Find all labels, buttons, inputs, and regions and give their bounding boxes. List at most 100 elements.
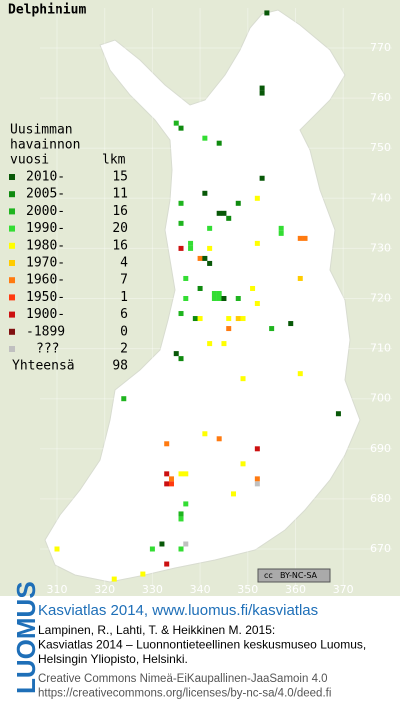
y-tick-label: 760 [370, 91, 391, 104]
record-square [188, 245, 194, 251]
record-square [164, 441, 170, 447]
record-square [254, 195, 260, 201]
legend-heading: Uusimman [10, 123, 73, 138]
record-square [183, 541, 189, 547]
record-square [178, 245, 184, 251]
legend-total-label: Yhteensä [12, 359, 75, 374]
legend-swatch [9, 260, 15, 266]
record-square [197, 255, 203, 261]
legend-label: ??? [36, 342, 59, 357]
record-square [259, 85, 265, 91]
records [54, 10, 341, 582]
legend-total: 98 [112, 359, 128, 374]
record-square [183, 275, 189, 281]
record-square [297, 275, 303, 281]
legend-count: 2 [120, 342, 128, 357]
footer-license: https://creativecommons.org/licenses/by-… [38, 688, 331, 700]
record-square [207, 341, 213, 347]
footer-headline: Kasviatlas 2014, www.luomus.fi/kasviatla… [38, 602, 318, 619]
legend-count: 4 [120, 256, 128, 271]
legend-label: 1950- [26, 290, 65, 305]
record-square [240, 376, 246, 382]
record-square [211, 290, 217, 296]
legend-count: 1 [120, 290, 128, 305]
record-square [226, 215, 232, 221]
y-tick-label: 690 [370, 442, 391, 455]
record-square [226, 316, 232, 322]
record-square [202, 135, 208, 141]
record-square [149, 546, 155, 552]
record-square [54, 546, 60, 552]
record-square [111, 576, 117, 582]
legend-col-count: lkm [102, 153, 126, 168]
record-square [178, 200, 184, 206]
legend-swatch [9, 346, 15, 352]
record-square [221, 341, 227, 347]
y-tick-label: 700 [370, 392, 391, 405]
record-square [254, 240, 260, 246]
record-square [183, 296, 189, 301]
y-tick-label: 730 [370, 241, 391, 254]
x-tick-label: 320 [94, 583, 115, 596]
license-badge [257, 568, 331, 583]
record-square [254, 446, 260, 452]
legend-swatch [9, 328, 15, 335]
record-square [188, 240, 194, 246]
record-square [183, 501, 189, 507]
y-tick-label: 710 [370, 342, 391, 355]
legend-count: 20 [112, 221, 128, 236]
record-square [226, 326, 232, 332]
record-square [197, 285, 203, 291]
legend-count: 16 [112, 238, 128, 253]
record-square [250, 285, 256, 291]
y-tick-label: 670 [370, 542, 391, 555]
legend-count: 16 [112, 204, 128, 219]
record-square [278, 230, 284, 236]
record-square [164, 471, 170, 477]
record-square [216, 140, 222, 146]
record-square [207, 260, 213, 266]
record-square [178, 546, 184, 552]
legend-count: 15 [112, 170, 128, 185]
legend-swatch [9, 191, 15, 198]
record-square [178, 471, 184, 477]
record-square [202, 255, 208, 261]
legend-label: 2005- [26, 187, 65, 202]
map-title: Delphinium [8, 3, 86, 18]
legend-swatch [9, 174, 15, 180]
legend-swatch [9, 242, 15, 249]
record-square [235, 200, 241, 206]
legend-swatch [9, 294, 15, 301]
footer-citation: Helsingin Yliopisto, Helsinki. [38, 652, 188, 666]
record-square [235, 296, 241, 301]
record-square [121, 396, 127, 402]
record-square [168, 481, 174, 487]
record-square [288, 321, 294, 327]
legend-label: 1980- [26, 238, 65, 253]
legend-count: 11 [112, 187, 128, 202]
record-square [164, 481, 170, 487]
legend-label: 1990- [26, 221, 65, 236]
record-square [178, 356, 184, 362]
y-tick-label: 770 [370, 41, 391, 54]
license-badge-text: BY-NC-SA [280, 571, 318, 580]
legend-label: 2010- [26, 170, 65, 185]
record-square [221, 296, 227, 301]
y-tick-label: 750 [370, 141, 391, 154]
record-square [178, 516, 184, 522]
record-square [178, 311, 184, 317]
record-square [216, 290, 222, 296]
record-square [254, 476, 260, 482]
record-square [230, 491, 236, 497]
record-square [178, 125, 184, 131]
x-tick-label: 370 [333, 583, 354, 596]
legend-label: 1960- [26, 273, 65, 288]
x-tick-label: 340 [190, 583, 211, 596]
legend-swatch [9, 311, 15, 318]
record-square [202, 190, 208, 196]
y-tick-label: 740 [370, 191, 391, 204]
legend-count: 7 [120, 273, 128, 288]
grid: 310 320 330 340 350 360 3706706806907007107207… [40, 8, 392, 596]
